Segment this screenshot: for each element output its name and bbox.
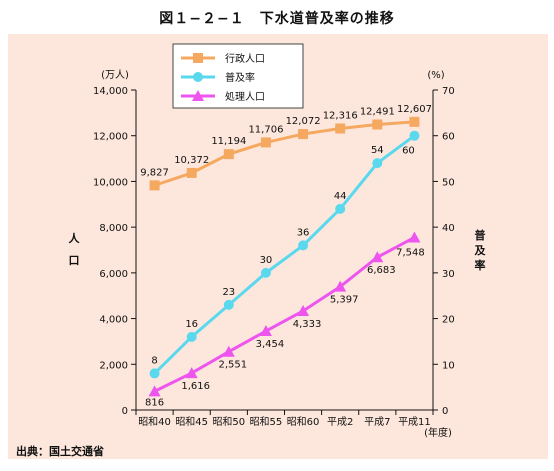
data-point bbox=[371, 251, 384, 263]
right-tick-label: 50 bbox=[442, 177, 455, 188]
right-axis-title: 普及率 bbox=[475, 228, 487, 272]
data-label: 816 bbox=[145, 397, 164, 408]
data-label: 6,683 bbox=[367, 265, 396, 276]
data-label: 12,491 bbox=[360, 106, 395, 117]
series-line bbox=[153, 236, 416, 393]
data-point bbox=[372, 119, 383, 130]
left-tick-label: 2,000 bbox=[99, 360, 128, 371]
data-point bbox=[409, 130, 420, 141]
x-tick-label: 昭和50 bbox=[212, 416, 245, 428]
data-label: 11,706 bbox=[248, 124, 283, 135]
right-tick-label: 0 bbox=[442, 406, 448, 417]
data-label: 12,607 bbox=[397, 104, 432, 115]
data-label: 10,372 bbox=[174, 155, 209, 166]
data-point bbox=[259, 325, 272, 337]
data-label: 12,316 bbox=[323, 110, 358, 121]
data-point bbox=[260, 267, 271, 278]
data-point bbox=[335, 203, 346, 214]
x-tick-label: 昭和45 bbox=[175, 416, 208, 428]
series-line bbox=[154, 120, 415, 187]
data-label: 3,454 bbox=[256, 339, 285, 350]
data-point bbox=[223, 149, 234, 160]
left-tick-label: 0 bbox=[122, 406, 128, 417]
data-label: 36 bbox=[297, 227, 310, 238]
left-tick-label: 10,000 bbox=[93, 177, 128, 188]
data-point bbox=[223, 299, 234, 310]
data-label: 44 bbox=[334, 191, 347, 202]
legend-label: 行政人口 bbox=[225, 52, 265, 65]
data-point bbox=[408, 231, 421, 243]
left-tick-label: 6,000 bbox=[99, 269, 128, 280]
legend-label: 処理人口 bbox=[225, 90, 265, 103]
right-tick-label: 60 bbox=[442, 132, 455, 143]
x-tick-label: 平成7 bbox=[364, 416, 390, 428]
left-unit-label: (万人) bbox=[101, 69, 129, 81]
x-tick-label: 平成11 bbox=[398, 416, 431, 428]
data-point bbox=[149, 368, 160, 379]
source-note: 出典：国土交通省 bbox=[16, 445, 104, 458]
data-point bbox=[335, 123, 346, 134]
data-point bbox=[298, 129, 309, 140]
data-label: 16 bbox=[185, 319, 198, 330]
left-axis-title: 人口 bbox=[69, 231, 81, 267]
legend-swatch-marker bbox=[193, 53, 203, 63]
data-label: 11,194 bbox=[211, 136, 246, 147]
data-point bbox=[372, 158, 383, 169]
left-tick-label: 8,000 bbox=[99, 223, 128, 234]
data-label: 54 bbox=[371, 145, 384, 156]
x-tick-label: 昭和40 bbox=[138, 416, 171, 428]
chart-title: 図１−２−１ 下水道普及率の推移 bbox=[159, 11, 395, 27]
legend-label: 普及率 bbox=[225, 71, 255, 84]
left-tick-label: 14,000 bbox=[93, 86, 128, 97]
data-point bbox=[222, 345, 235, 357]
data-point bbox=[334, 280, 347, 292]
right-tick-label: 70 bbox=[442, 86, 455, 97]
data-point bbox=[148, 385, 161, 397]
right-tick-label: 20 bbox=[442, 315, 455, 326]
data-point bbox=[409, 116, 420, 127]
data-point bbox=[297, 304, 310, 316]
right-unit-label: (%) bbox=[427, 70, 444, 81]
data-point bbox=[186, 167, 197, 178]
left-tick-label: 12,000 bbox=[93, 132, 128, 143]
x-tick-label: 昭和60 bbox=[287, 416, 320, 428]
data-label: 9,827 bbox=[140, 167, 169, 178]
data-label: 60 bbox=[402, 146, 415, 157]
legend-swatch-marker bbox=[193, 72, 203, 82]
left-tick-label: 4,000 bbox=[99, 315, 128, 326]
legend-swatch-marker bbox=[192, 90, 204, 101]
data-label: 8 bbox=[151, 355, 157, 366]
data-label: 7,548 bbox=[396, 247, 425, 258]
right-tick-label: 40 bbox=[442, 223, 455, 234]
x-unit-label: (年度) bbox=[424, 426, 452, 439]
data-label: 1,616 bbox=[181, 381, 210, 392]
data-label: 12,072 bbox=[286, 116, 321, 127]
data-label: 5,397 bbox=[330, 295, 359, 306]
x-tick-label: 昭和55 bbox=[250, 416, 283, 428]
data-label: 4,333 bbox=[293, 319, 322, 330]
series-line bbox=[153, 134, 416, 375]
line-chart: 0 2,000 4,000 6,000 8,000 10,000 12,000 14,000 0… bbox=[69, 43, 487, 439]
data-point bbox=[298, 240, 309, 251]
data-label: 23 bbox=[222, 287, 235, 298]
data-label: 30 bbox=[260, 255, 273, 266]
data-point bbox=[185, 367, 198, 379]
right-tick-label: 10 bbox=[442, 360, 455, 371]
chart-panel: 0 2,000 4,000 6,000 8,000 10,000 12,000 14,000 0… bbox=[8, 34, 548, 459]
data-point bbox=[149, 180, 160, 191]
data-label: 2,551 bbox=[218, 360, 247, 371]
right-tick-label: 30 bbox=[442, 269, 455, 280]
data-point bbox=[186, 331, 197, 342]
data-point bbox=[260, 137, 271, 148]
x-tick-label: 平成2 bbox=[327, 416, 353, 428]
